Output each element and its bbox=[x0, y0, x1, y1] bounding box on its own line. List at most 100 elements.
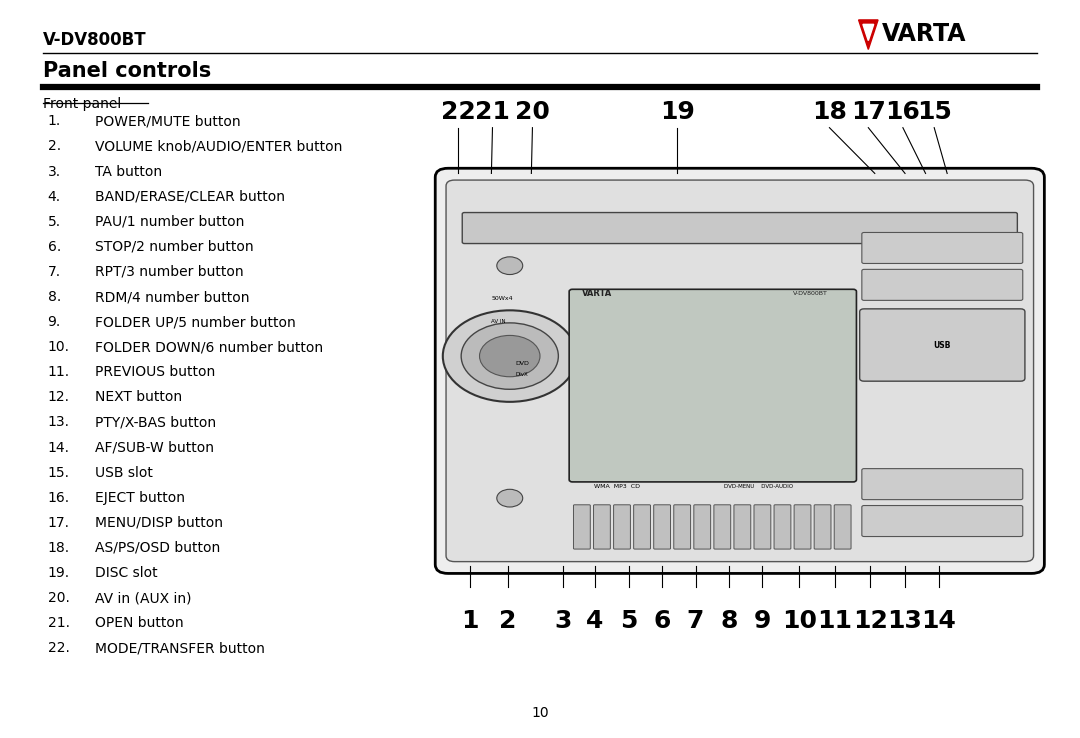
Text: 50Wx4: 50Wx4 bbox=[491, 297, 513, 301]
Text: 15.: 15. bbox=[48, 466, 69, 480]
FancyBboxPatch shape bbox=[774, 505, 791, 549]
FancyBboxPatch shape bbox=[862, 269, 1023, 300]
Text: 13.: 13. bbox=[48, 415, 69, 430]
Text: 18.: 18. bbox=[48, 541, 69, 555]
Text: 4.: 4. bbox=[48, 190, 60, 204]
Text: 20.: 20. bbox=[48, 591, 69, 605]
Text: 7.: 7. bbox=[48, 265, 60, 279]
Text: 6: 6 bbox=[653, 609, 671, 633]
Text: AV in (AUX in): AV in (AUX in) bbox=[95, 591, 191, 605]
Text: 9: 9 bbox=[754, 609, 771, 633]
FancyBboxPatch shape bbox=[834, 505, 851, 549]
Text: PREVIOUS button: PREVIOUS button bbox=[95, 365, 215, 379]
Text: EJECT button: EJECT button bbox=[95, 491, 185, 505]
Text: 9.: 9. bbox=[48, 315, 60, 329]
FancyBboxPatch shape bbox=[714, 505, 731, 549]
Text: MENU/DISP button: MENU/DISP button bbox=[95, 516, 224, 530]
FancyBboxPatch shape bbox=[860, 309, 1025, 382]
FancyBboxPatch shape bbox=[862, 469, 1023, 500]
Text: 8.: 8. bbox=[48, 290, 60, 304]
Text: 2: 2 bbox=[499, 609, 516, 633]
Text: PAU/1 number button: PAU/1 number button bbox=[95, 215, 244, 229]
Text: 7: 7 bbox=[687, 609, 704, 633]
Text: 6.: 6. bbox=[48, 240, 60, 254]
Text: 12: 12 bbox=[853, 609, 888, 633]
Text: DivX: DivX bbox=[515, 372, 528, 377]
Text: 18: 18 bbox=[812, 100, 847, 124]
Text: RDM/4 number button: RDM/4 number button bbox=[95, 290, 249, 304]
FancyBboxPatch shape bbox=[446, 180, 1034, 562]
Text: STOP/2 number button: STOP/2 number button bbox=[95, 240, 254, 254]
Text: USB: USB bbox=[933, 340, 951, 350]
Text: RPT/3 number button: RPT/3 number button bbox=[95, 265, 244, 279]
Text: 21.: 21. bbox=[48, 616, 69, 630]
FancyBboxPatch shape bbox=[435, 168, 1044, 573]
FancyBboxPatch shape bbox=[734, 505, 751, 549]
Text: DVD: DVD bbox=[515, 361, 529, 366]
Text: MODE/TRANSFER button: MODE/TRANSFER button bbox=[95, 641, 265, 655]
FancyBboxPatch shape bbox=[862, 232, 1023, 263]
Text: VOLUME knob/AUDIO/ENTER button: VOLUME knob/AUDIO/ENTER button bbox=[95, 139, 342, 154]
Text: VARTA: VARTA bbox=[882, 22, 967, 46]
Text: 11.: 11. bbox=[48, 365, 69, 379]
Text: 5: 5 bbox=[620, 609, 637, 633]
Text: 10: 10 bbox=[782, 609, 816, 633]
Text: OPEN button: OPEN button bbox=[95, 616, 184, 630]
Text: 19: 19 bbox=[660, 100, 694, 124]
Text: Front panel: Front panel bbox=[43, 97, 121, 111]
Text: AV IN: AV IN bbox=[491, 319, 507, 323]
Text: PTY/X-BAS button: PTY/X-BAS button bbox=[95, 415, 216, 430]
FancyBboxPatch shape bbox=[462, 213, 1017, 244]
Text: 20: 20 bbox=[515, 100, 550, 124]
Circle shape bbox=[480, 336, 540, 377]
Text: 16: 16 bbox=[886, 100, 920, 124]
FancyBboxPatch shape bbox=[754, 505, 771, 549]
FancyBboxPatch shape bbox=[814, 505, 831, 549]
Text: AS/PS/OSD button: AS/PS/OSD button bbox=[95, 541, 220, 555]
Text: 2.: 2. bbox=[48, 139, 60, 154]
Text: 14: 14 bbox=[921, 609, 956, 633]
Circle shape bbox=[461, 323, 558, 390]
Text: FOLDER UP/5 number button: FOLDER UP/5 number button bbox=[95, 315, 296, 329]
Circle shape bbox=[443, 311, 577, 402]
Text: V-DV800BT: V-DV800BT bbox=[43, 31, 147, 49]
Text: 1: 1 bbox=[461, 609, 478, 633]
FancyBboxPatch shape bbox=[634, 505, 650, 549]
Text: AF/SUB-W button: AF/SUB-W button bbox=[95, 441, 214, 455]
Text: Panel controls: Panel controls bbox=[43, 61, 212, 80]
FancyBboxPatch shape bbox=[693, 505, 711, 549]
FancyBboxPatch shape bbox=[573, 505, 591, 549]
Circle shape bbox=[497, 257, 523, 275]
Text: 17.: 17. bbox=[48, 516, 69, 530]
Text: 19.: 19. bbox=[48, 566, 69, 580]
Text: 15: 15 bbox=[917, 100, 951, 124]
FancyBboxPatch shape bbox=[862, 506, 1023, 537]
Text: USB slot: USB slot bbox=[95, 466, 153, 480]
Text: 22.: 22. bbox=[48, 641, 69, 655]
Circle shape bbox=[497, 489, 523, 507]
Polygon shape bbox=[863, 24, 874, 41]
Text: V-DV800BT: V-DV800BT bbox=[793, 292, 827, 296]
FancyBboxPatch shape bbox=[653, 505, 671, 549]
Text: 3: 3 bbox=[554, 609, 571, 633]
Text: 21: 21 bbox=[475, 100, 510, 124]
Text: BAND/ERASE/CLEAR button: BAND/ERASE/CLEAR button bbox=[95, 190, 285, 204]
Text: 16.: 16. bbox=[48, 491, 69, 505]
FancyBboxPatch shape bbox=[594, 505, 610, 549]
Text: 3.: 3. bbox=[48, 165, 60, 179]
Text: DVD-MENU    DVD-AUDIO: DVD-MENU DVD-AUDIO bbox=[724, 484, 793, 489]
Text: NEXT button: NEXT button bbox=[95, 390, 183, 404]
Text: 10.: 10. bbox=[48, 340, 69, 354]
Polygon shape bbox=[859, 20, 878, 49]
Text: 14.: 14. bbox=[48, 441, 69, 455]
Text: 8: 8 bbox=[720, 609, 738, 633]
FancyBboxPatch shape bbox=[794, 505, 811, 549]
Text: 4: 4 bbox=[586, 609, 604, 633]
Text: 17: 17 bbox=[851, 100, 886, 124]
Text: 10: 10 bbox=[531, 706, 549, 720]
Text: 5.: 5. bbox=[48, 215, 60, 229]
FancyBboxPatch shape bbox=[613, 505, 631, 549]
Text: 12.: 12. bbox=[48, 390, 69, 404]
Text: POWER/MUTE button: POWER/MUTE button bbox=[95, 114, 241, 128]
Text: FOLDER DOWN/6 number button: FOLDER DOWN/6 number button bbox=[95, 340, 323, 354]
